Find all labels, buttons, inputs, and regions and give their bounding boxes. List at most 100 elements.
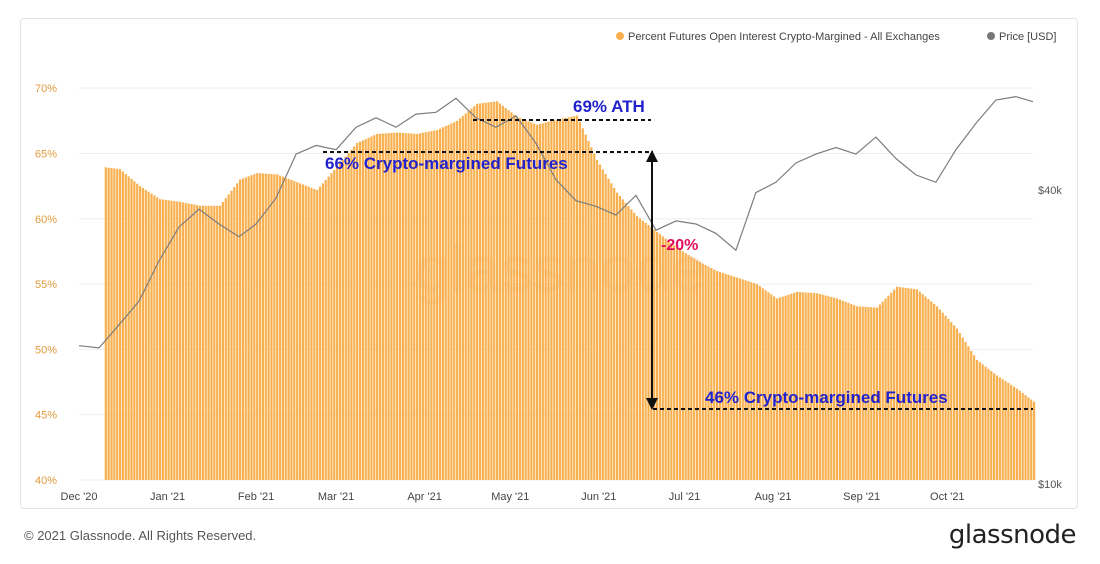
bar (941, 312, 944, 480)
bar (124, 174, 127, 480)
bar (161, 199, 165, 480)
bar (324, 179, 327, 480)
bar (775, 298, 779, 480)
bar (998, 377, 1001, 480)
bar (518, 118, 522, 480)
bar (447, 124, 450, 480)
bar (681, 251, 684, 480)
bar (904, 287, 907, 480)
bar (913, 288, 916, 480)
bar (153, 195, 156, 480)
bar (270, 174, 273, 480)
bar (241, 178, 245, 480)
bar (678, 249, 682, 480)
bar (987, 368, 990, 480)
x-tick-label: Oct '21 (930, 491, 965, 503)
bar (753, 283, 756, 480)
bar (1033, 401, 1036, 480)
bar (958, 332, 961, 480)
bar (533, 123, 536, 481)
legend-bar-label: Percent Futures Open Interest Crypto-Mar… (628, 31, 940, 43)
bar (556, 119, 559, 480)
bar (864, 306, 867, 480)
bar (670, 243, 673, 480)
bar (858, 306, 861, 480)
bar (453, 122, 456, 480)
bar (410, 133, 413, 480)
bar (187, 203, 190, 480)
bar (675, 247, 679, 480)
bar (201, 205, 205, 480)
bar (910, 288, 913, 480)
bar (170, 200, 173, 480)
bar (461, 115, 464, 481)
bar (310, 187, 313, 480)
bar (618, 196, 622, 481)
bar (924, 296, 927, 480)
bar (341, 159, 344, 481)
bar (1001, 379, 1004, 480)
bar (710, 268, 713, 480)
bar (501, 105, 504, 481)
bar (333, 169, 336, 480)
bar (593, 153, 596, 480)
bar (695, 260, 699, 480)
bar (895, 286, 899, 480)
y-right-tick-label: $10k (1038, 479, 1062, 491)
bar (473, 106, 476, 480)
bar (918, 291, 921, 480)
bar (498, 103, 502, 480)
y-tick-label: 45% (35, 410, 57, 422)
bar (181, 202, 185, 480)
bar (344, 156, 347, 480)
bar (604, 174, 607, 480)
bar (144, 189, 147, 480)
bar (673, 245, 676, 480)
bar (287, 178, 290, 480)
bar (516, 116, 519, 480)
bar (521, 119, 524, 480)
bar (190, 204, 193, 481)
bar (493, 101, 496, 480)
bar (758, 286, 761, 480)
y-tick-label: 55% (35, 279, 57, 291)
bar (844, 301, 847, 480)
glassnode-logo[interactable]: glassnode (948, 520, 1077, 550)
bar (1018, 390, 1021, 480)
bar (416, 133, 419, 481)
bar (584, 134, 587, 480)
x-tick-label: Dec '20 (61, 491, 98, 503)
bar (470, 108, 473, 480)
bar (264, 173, 267, 480)
bar (184, 202, 187, 480)
bar (798, 292, 801, 480)
bar (250, 175, 253, 481)
bar (321, 183, 324, 481)
y-axis-right: $10k $40k (1038, 185, 1062, 491)
x-tick-label: Mar '21 (318, 491, 354, 503)
bar (733, 276, 736, 480)
bar (855, 306, 859, 480)
bar (330, 173, 333, 481)
bar (601, 169, 604, 480)
bar (890, 292, 893, 480)
bar (527, 121, 530, 481)
bar (487, 102, 490, 480)
bar (830, 296, 833, 480)
bar (793, 292, 796, 480)
bar (484, 102, 487, 481)
price-line (78, 95, 1034, 349)
bar (118, 169, 122, 480)
bar (807, 292, 810, 480)
bar (633, 212, 636, 480)
bar (898, 287, 901, 480)
bar (881, 301, 884, 480)
bar (813, 293, 816, 480)
bar (116, 168, 119, 480)
bar (815, 293, 819, 480)
bar (624, 202, 627, 480)
bar (427, 131, 430, 480)
legend-bar-swatch (616, 32, 624, 40)
bar (827, 296, 830, 480)
copyright-text: © 2021 Glassnode. All Rights Reserved. (24, 528, 257, 543)
